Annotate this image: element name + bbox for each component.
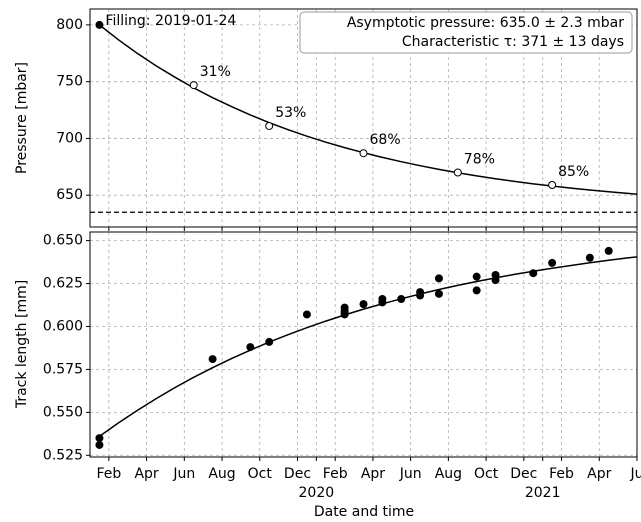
data-point [529, 269, 538, 278]
x-tick-label: Feb [323, 466, 348, 482]
marker [359, 149, 368, 158]
x-tick-label: Ju [629, 466, 641, 482]
x-tick-label: Oct [248, 466, 273, 482]
y-tick-label: 750 [56, 74, 83, 90]
data-point [604, 246, 613, 255]
x-tick-label: Dec [510, 466, 537, 482]
fit-curve [98, 256, 637, 438]
marker-label: 68% [370, 132, 401, 148]
marker [453, 168, 462, 177]
data-point [416, 288, 425, 297]
x-tick-label: Apr [134, 466, 158, 482]
bottom-frame [89, 231, 638, 458]
marker [189, 81, 198, 90]
marker-label: 78% [464, 152, 495, 168]
x-tick-label: 2021 [525, 485, 561, 501]
data-point [208, 355, 217, 364]
y-tick-label: 0.550 [43, 404, 83, 420]
x-tick-label: Dec [284, 466, 311, 482]
data-point [265, 337, 274, 346]
marker-label: 31% [200, 64, 231, 80]
data-point [434, 274, 443, 283]
x-tick-label: Apr [361, 466, 385, 482]
filling-point [95, 20, 104, 29]
marker-label: 53% [275, 105, 306, 121]
y-tick-label: 650 [56, 187, 83, 203]
x-tick-label: Apr [587, 466, 611, 482]
info-text: Characteristic τ: 371 ± 13 days [402, 34, 624, 50]
data-point [585, 253, 594, 262]
x-tick-label: 2020 [299, 485, 335, 501]
annotations: 650 700 750 800 31% 53% 68% 78% 85% Filling: 2019… [43, 11, 641, 501]
filling-label: Filling: 2019-01-24 [105, 13, 236, 29]
x-tick-label: Aug [435, 466, 462, 482]
y-tick-label: 0.575 [43, 361, 83, 377]
y-tick-label: 700 [56, 130, 83, 146]
data-point [434, 289, 443, 298]
marker [548, 180, 557, 189]
data-point [95, 440, 104, 449]
x-tick-label: Jun [172, 466, 195, 482]
x-tick-label: Oct [474, 466, 499, 482]
marker [265, 121, 274, 130]
data-point [359, 300, 368, 309]
data-point [548, 258, 557, 267]
data-point [491, 276, 500, 285]
y-axis-label: Track length [mm] [14, 280, 30, 409]
y-tick-label: 0.600 [43, 318, 83, 334]
bottom-plot [90, 232, 637, 457]
data-point [95, 434, 104, 443]
x-axis-label: Date and time [314, 504, 414, 520]
x-tick-label: Feb [96, 466, 121, 482]
info-text: Asymptotic pressure: 635.0 ± 2.3 mbar [347, 15, 624, 31]
y-tick-label: 800 [56, 17, 83, 33]
y-tick-label: 0.525 [43, 447, 83, 463]
top-frame [89, 8, 638, 228]
data-point [378, 294, 387, 303]
y-axis-label: Pressure [mbar] [14, 62, 30, 174]
x-tick-label: Aug [208, 466, 235, 482]
y-tick-label: 0.625 [43, 276, 83, 292]
data-point [472, 272, 481, 281]
y-tick-label: 0.650 [43, 233, 83, 249]
data-point [340, 303, 349, 312]
data-point [397, 294, 406, 303]
data-point [246, 343, 255, 352]
info-box [299, 11, 633, 54]
data-point [472, 286, 481, 295]
x-tick-label: Jun [399, 466, 422, 482]
x-tick-label: Feb [549, 466, 574, 482]
marker-label: 85% [558, 164, 589, 180]
data-point [302, 310, 311, 319]
